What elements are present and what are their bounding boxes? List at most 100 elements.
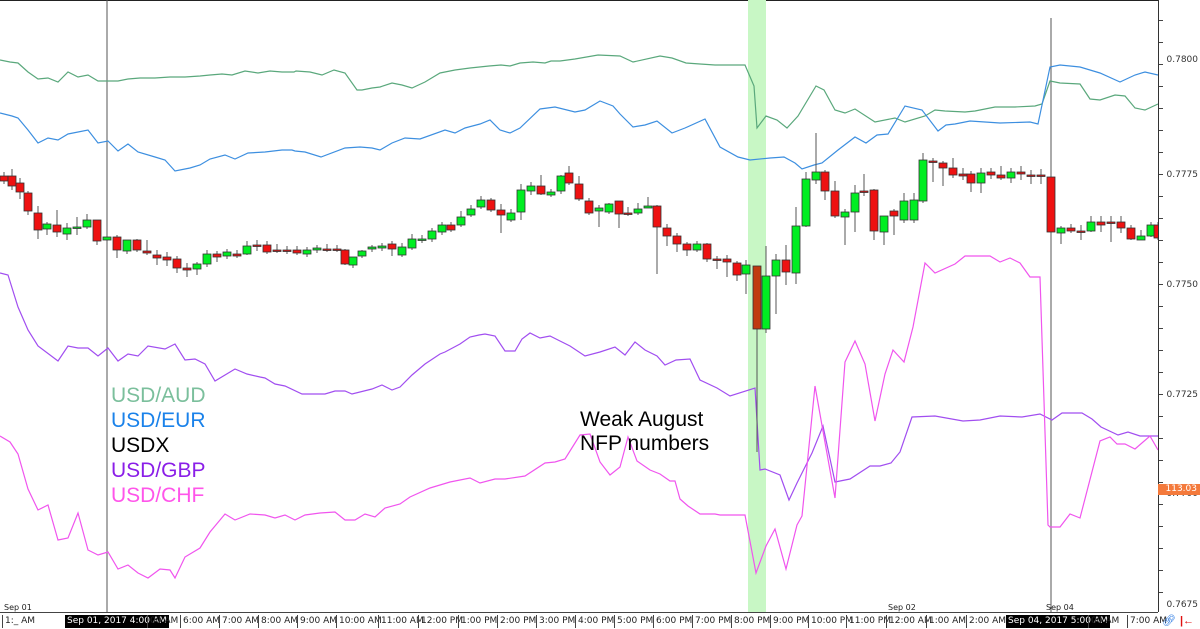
nfp-annotation: Weak August NFP numbers <box>580 408 709 456</box>
price-axis-tick <box>1159 64 1163 65</box>
usdx-candle <box>1116 216 1126 233</box>
usdx-candle <box>172 256 182 273</box>
chart-canvas[interactable] <box>0 0 1158 612</box>
price-axis-tick <box>1159 526 1163 527</box>
price-axis-tick <box>1159 174 1163 175</box>
usdx-candle <box>1106 216 1116 242</box>
price-axis-tick <box>1159 438 1163 439</box>
usdx-candle <box>752 265 762 452</box>
legend-item-usdx: USDX <box>111 434 170 457</box>
usdx-candle <box>1056 226 1066 244</box>
usdx-candle <box>801 172 811 227</box>
usdx-candle <box>486 198 496 212</box>
time-axis-label: 9:00 AM <box>297 615 337 628</box>
usdx-candle <box>262 241 272 254</box>
usdx-candle <box>162 252 172 266</box>
time-axis-label: 7:00 PM <box>692 615 731 628</box>
usdx-candle <box>332 245 342 252</box>
usdx-candle <box>1126 225 1136 240</box>
usdx-candle <box>1036 169 1046 184</box>
usdx-candle <box>357 250 367 258</box>
usdx-candle <box>417 235 427 243</box>
time-axis-label: 3:00 PM <box>536 615 575 628</box>
usdx-candle <box>242 241 252 255</box>
usdx-candle <box>387 241 397 256</box>
time-axis-label: Sep 01, 2017 4:00 AM <box>65 615 169 628</box>
usdx-candle <box>102 236 112 241</box>
time-axis-label: 6:00 PM <box>653 615 692 628</box>
chart-plot-area[interactable] <box>0 0 1158 612</box>
usdx-candle <box>1136 230 1146 241</box>
time-axis-label: 4:00 PM <box>575 615 614 628</box>
legend-item-usd-gbp: USD/GBP <box>111 459 206 482</box>
time-axis-label: 11:00 AM <box>378 615 424 628</box>
usdx-candle <box>614 200 624 228</box>
price-axis-tick <box>1159 482 1163 483</box>
usdx-candle <box>652 205 662 274</box>
usdx-candle <box>62 223 72 240</box>
usdx-candle <box>1006 168 1016 183</box>
price-axis-tick <box>1159 42 1163 43</box>
price-axis-tick <box>1159 218 1163 219</box>
price-axis-tick <box>1159 372 1163 373</box>
usdx-candle <box>152 250 162 265</box>
usdx-candle <box>682 242 692 256</box>
usdx-candle <box>212 251 222 262</box>
series-line-usd-eur <box>0 64 1158 172</box>
usdx-candle <box>732 261 742 281</box>
usdx-candle <box>633 203 643 215</box>
usdx-candle <box>182 263 192 277</box>
usdx-candle <box>850 185 860 232</box>
jump-to-end-icon[interactable]: |← <box>1179 615 1195 627</box>
price-axis-tick <box>1159 306 1163 307</box>
usdx-candle <box>1153 222 1158 240</box>
price-axis-tick <box>1159 416 1163 417</box>
usdx-candle <box>584 198 594 215</box>
usdx-candle <box>506 209 516 222</box>
time-axis-label: 6:00 AM <box>180 615 220 628</box>
price-axis-tick <box>1159 504 1163 505</box>
usdx-candle <box>546 189 556 197</box>
legend-item-usd-chf: USD/CHF <box>111 484 205 507</box>
price-axis-tick <box>1159 284 1163 285</box>
usdx-candle <box>72 217 82 235</box>
usdx-candle <box>202 250 212 267</box>
usdx-candle <box>7 169 17 190</box>
usdx-candle <box>33 206 43 239</box>
usdx-candle <box>604 203 614 214</box>
usdx-candle <box>446 222 456 232</box>
time-axis-label: 8:00 PM <box>731 615 770 628</box>
price-axis-tick <box>1159 196 1163 197</box>
day-label-sep04: Sep 04 <box>1046 603 1074 612</box>
current-price-tag: 113.03 <box>1158 484 1200 495</box>
usdx-candle <box>958 168 968 180</box>
price-axis-tick <box>1159 262 1163 263</box>
usdx-candle <box>811 133 821 184</box>
price-axis-tick <box>1159 570 1163 571</box>
time-axis-label: 10:00 AM <box>336 615 382 628</box>
link-icon[interactable]: 🔗︎ <box>1162 615 1176 627</box>
usdx-candle <box>909 193 919 223</box>
usdx-candle <box>594 205 604 227</box>
usdx-candle <box>142 240 152 255</box>
time-axis-label: 00 AM <box>1088 615 1119 628</box>
time-axis-label: 2:00 AM <box>966 615 1006 628</box>
usdx-candle <box>889 209 899 235</box>
usdx-candle <box>820 170 830 200</box>
usdx-candle <box>516 184 526 220</box>
usdx-candle <box>1046 176 1056 233</box>
usdx-candle <box>564 166 574 185</box>
usdx-candle <box>322 244 332 252</box>
time-axis[interactable]: 1:_ AM Sep 01, 2017 4:00 AM 00 AM 6:00 AM 7:… <box>0 612 1167 629</box>
usdx-candle <box>252 240 262 251</box>
usdx-candle <box>456 211 466 227</box>
price-axis-label: 0.7775 <box>1166 170 1199 180</box>
series-line-usd-gbp <box>0 272 1158 502</box>
usdx-candle <box>662 224 672 246</box>
time-axis-label: 11:00 PM <box>846 615 891 628</box>
usdx-candle <box>536 175 546 195</box>
price-axis-tick <box>1159 20 1163 21</box>
usdx-candle <box>397 243 407 257</box>
usdx-candle <box>526 182 536 195</box>
